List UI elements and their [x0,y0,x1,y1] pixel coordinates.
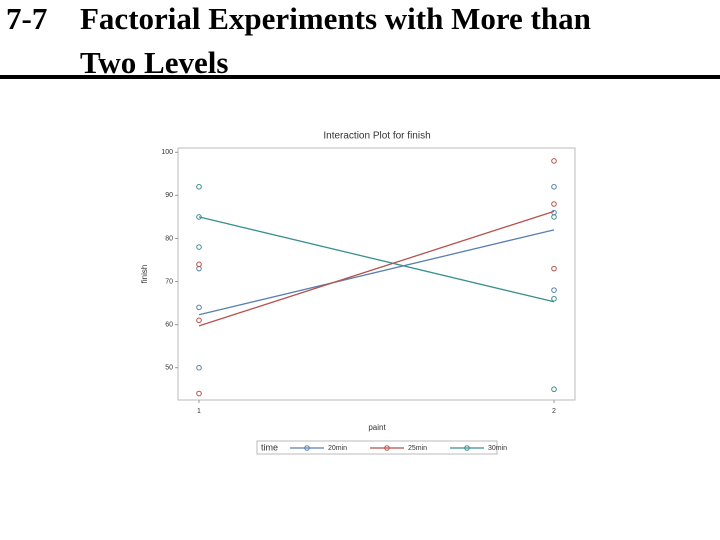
mean-line [198,210,555,327]
observation [196,244,202,250]
x-axis-label: paint [368,423,386,432]
y-tick-label: 70 [165,278,173,285]
observation [551,386,557,393]
legend-title: time [261,442,278,452]
x-tick-label: 1 [197,408,201,415]
legend-marker [304,445,310,451]
chart-title: Interaction Plot for finish [323,131,430,142]
observation [196,390,202,397]
y-tick-label: 80 [165,235,173,242]
chart-background [140,125,586,463]
y-tick-label: 50 [165,365,173,372]
observation [196,304,202,311]
plot-frame [177,147,576,401]
mean-line [198,216,555,303]
observation [196,364,202,371]
legend-label: 20min [328,445,347,452]
legend-marker [384,445,390,451]
x-tick-label: 2 [552,408,556,415]
observation [551,201,557,207]
observation [551,158,557,164]
title-rule [0,75,720,79]
legend-label: 30min [488,445,507,452]
mean-line [198,229,555,316]
legend-label: 25min [408,445,427,452]
slide-number: 7-7 [6,1,48,36]
observation [196,261,202,268]
observation [551,214,557,220]
observation [551,265,557,272]
observation [551,287,557,293]
observation [551,295,557,302]
observation [196,214,202,220]
y-tick-label: 90 [165,192,173,199]
legend-marker [464,445,470,451]
y-tick-label: 100 [161,149,173,156]
observation [196,317,202,324]
y-tick-label: 60 [165,321,173,328]
observation [551,183,557,190]
observation [196,183,202,190]
slide-title: Two Levels [80,45,229,80]
y-axis-label: finish [140,265,149,284]
slide-title: Factorial Experiments with More than [80,1,591,36]
